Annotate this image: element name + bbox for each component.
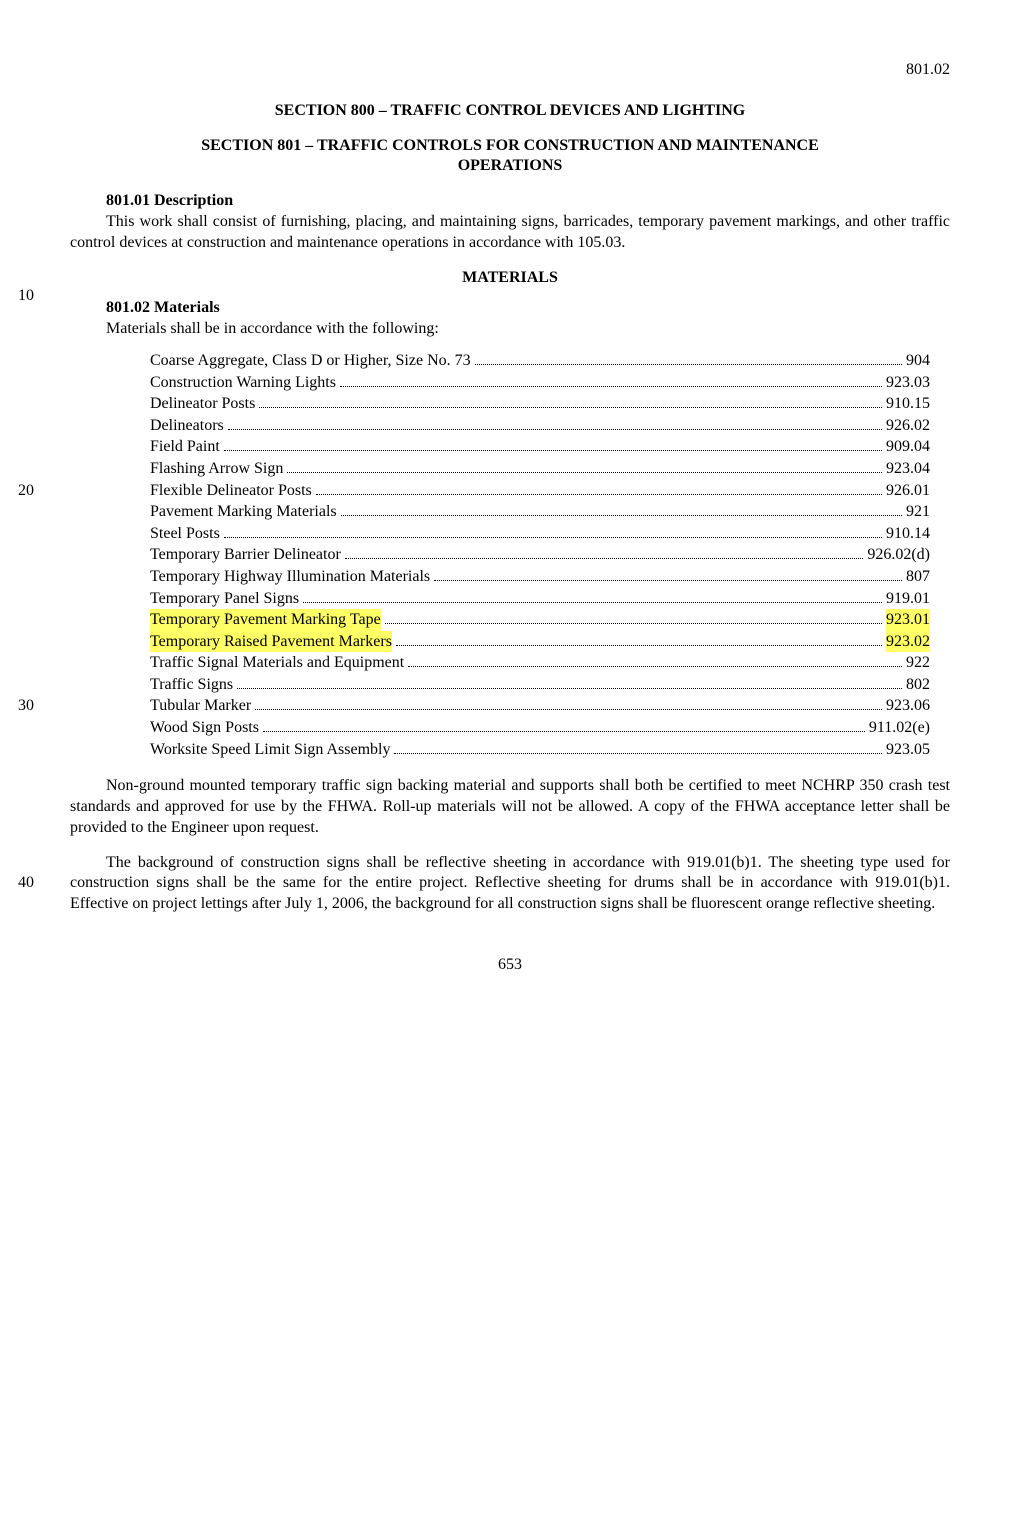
toc-leader-dots — [259, 396, 882, 408]
materials-title: MATERIALS — [70, 268, 950, 289]
toc-label: Worksite Speed Limit Sign Assembly — [150, 739, 390, 761]
line-number-40: 40 — [18, 873, 34, 894]
toc-row: 20Flexible Delineator Posts 926.01 — [150, 480, 930, 502]
toc-leader-dots — [287, 461, 882, 473]
toc-label: Temporary Pavement Marking Tape — [150, 609, 381, 631]
toc-leader-dots — [255, 698, 882, 710]
toc-leader-dots — [345, 547, 864, 559]
toc-leader-dots — [434, 569, 902, 581]
toc-ref: 926.01 — [886, 480, 930, 502]
toc-label: Temporary Highway Illumination Materials — [150, 566, 430, 588]
toc-row: Delineator Posts 910.15 — [150, 393, 930, 415]
toc-leader-dots — [394, 741, 882, 753]
toc-leader-dots — [237, 677, 902, 689]
toc-row: Delineators 926.02 — [150, 415, 930, 437]
toc-label: Wood Sign Posts — [150, 717, 259, 739]
toc-ref: 923.06 — [886, 695, 930, 717]
subsection-title: SECTION 801 – TRAFFIC CONTROLS FOR CONST… — [70, 136, 950, 178]
toc-label: Temporary Barrier Delineator — [150, 544, 341, 566]
materials-intro: Materials shall be in accordance with th… — [70, 319, 950, 340]
toc-leader-dots — [340, 374, 882, 386]
line-number: 20 — [18, 480, 34, 502]
toc-ref: 926.02 — [886, 415, 930, 437]
line-number-10: 10 — [18, 286, 34, 307]
toc-row: Wood Sign Posts 911.02(e) — [150, 717, 930, 739]
toc-row: Flashing Arrow Sign 923.04 — [150, 458, 930, 480]
toc-label: Temporary Raised Pavement Markers — [150, 631, 392, 653]
toc-leader-dots — [263, 720, 865, 732]
toc-leader-dots — [228, 418, 882, 430]
toc-ref: 904 — [906, 350, 930, 372]
toc-row: Temporary Highway Illumination Materials… — [150, 566, 930, 588]
toc-ref: 923.04 — [886, 458, 930, 480]
toc-row: Worksite Speed Limit Sign Assembly 923.0… — [150, 739, 930, 761]
toc-row: Traffic Signal Materials and Equipment 9… — [150, 652, 930, 674]
toc-row: Temporary Panel Signs 919.01 — [150, 588, 930, 610]
toc-ref: 923.03 — [886, 372, 930, 394]
toc-leader-dots — [408, 655, 902, 667]
toc-label: Traffic Signal Materials and Equipment — [150, 652, 404, 674]
description-paragraph: This work shall consist of furnishing, p… — [70, 212, 950, 254]
toc-leader-dots — [303, 590, 882, 602]
toc-ref: 919.01 — [886, 588, 930, 610]
toc-label: Flexible Delineator Posts — [150, 480, 312, 502]
footer-page-number: 653 — [70, 955, 950, 976]
toc-label: Flashing Arrow Sign — [150, 458, 283, 480]
toc-ref: 911.02(e) — [869, 717, 930, 739]
toc-row: Pavement Marking Materials 921 — [150, 501, 930, 523]
materials-heading: 801.02 Materials — [70, 298, 950, 319]
toc-label: Field Paint — [150, 436, 220, 458]
toc-leader-dots — [224, 439, 882, 451]
toc-row: Steel Posts 910.14 — [150, 523, 930, 545]
toc-row: Temporary Raised Pavement Markers 923.02 — [150, 631, 930, 653]
toc-ref: 910.14 — [886, 523, 930, 545]
toc-leader-dots — [475, 353, 902, 365]
toc-ref: 921 — [906, 501, 930, 523]
nonground-paragraph: Non-ground mounted temporary traffic sig… — [70, 776, 950, 838]
toc-row: Temporary Barrier Delineator 926.02(d) — [150, 544, 930, 566]
toc-ref: 926.02(d) — [867, 544, 930, 566]
toc-ref: 923.05 — [886, 739, 930, 761]
toc-label: Temporary Panel Signs — [150, 588, 299, 610]
toc-label: Construction Warning Lights — [150, 372, 336, 394]
background-paragraph: The background of construction signs sha… — [70, 853, 950, 915]
toc-row: 30Tubular Marker 923.06 — [150, 695, 930, 717]
toc-row: Traffic Signs 802 — [150, 674, 930, 696]
toc-leader-dots — [341, 504, 902, 516]
line-number: 30 — [18, 695, 34, 717]
toc-label: Delineator Posts — [150, 393, 255, 415]
toc-leader-dots — [396, 634, 882, 646]
toc-ref: 922 — [906, 652, 930, 674]
toc-label: Coarse Aggregate, Class D or Higher, Siz… — [150, 350, 471, 372]
materials-toc: Coarse Aggregate, Class D or Higher, Siz… — [70, 350, 950, 760]
toc-label: Steel Posts — [150, 523, 220, 545]
toc-label: Tubular Marker — [150, 695, 251, 717]
toc-ref: 909.04 — [886, 436, 930, 458]
toc-leader-dots — [224, 526, 882, 538]
toc-label: Delineators — [150, 415, 224, 437]
toc-row: Temporary Pavement Marking Tape 923.01 — [150, 609, 930, 631]
toc-row: Field Paint 909.04 — [150, 436, 930, 458]
toc-ref: 923.01 — [886, 609, 930, 631]
toc-label: Pavement Marking Materials — [150, 501, 337, 523]
toc-ref: 802 — [906, 674, 930, 696]
toc-ref: 923.02 — [886, 631, 930, 653]
header-page-ref: 801.02 — [70, 60, 950, 81]
description-heading: 801.01 Description — [70, 191, 950, 212]
toc-ref: 807 — [906, 566, 930, 588]
toc-row: Coarse Aggregate, Class D or Higher, Siz… — [150, 350, 930, 372]
toc-leader-dots — [316, 482, 882, 494]
toc-leader-dots — [385, 612, 882, 624]
toc-ref: 910.15 — [886, 393, 930, 415]
section-title: SECTION 800 – TRAFFIC CONTROL DEVICES AN… — [70, 101, 950, 122]
toc-label: Traffic Signs — [150, 674, 233, 696]
toc-row: Construction Warning Lights 923.03 — [150, 372, 930, 394]
